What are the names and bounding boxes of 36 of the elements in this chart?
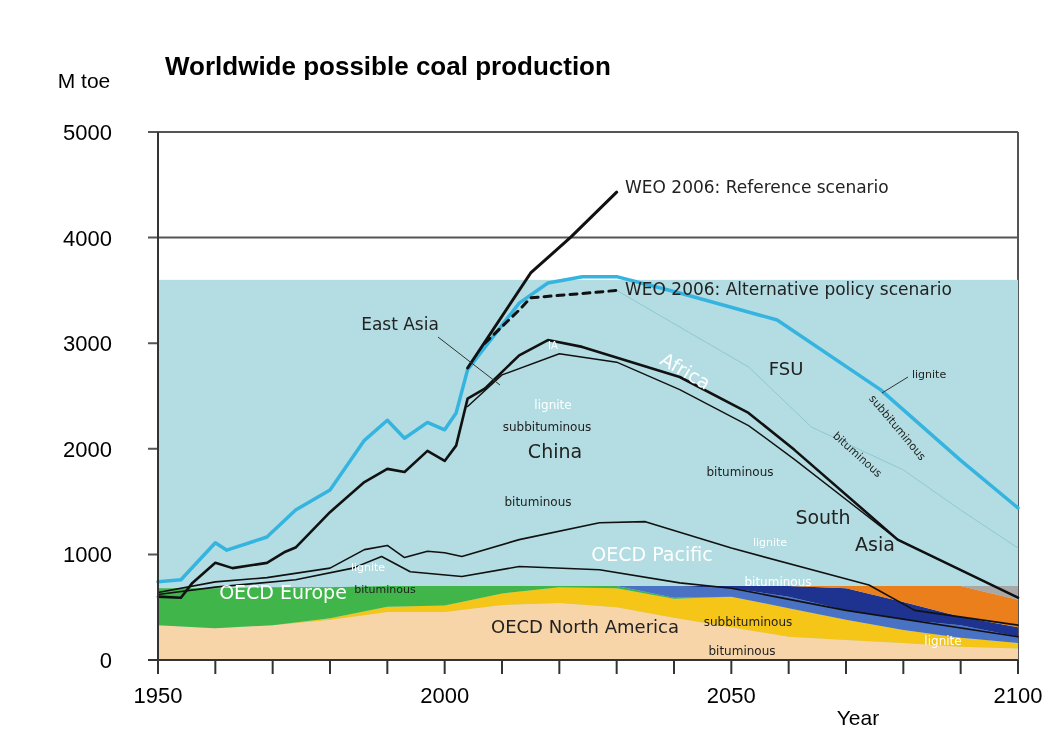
- x-axis-title: Year: [836, 706, 880, 729]
- annotation: FSU: [768, 358, 804, 379]
- x-tick-label: 1950: [133, 683, 183, 708]
- annotation: bituminous: [744, 574, 812, 589]
- annotation: lignite: [912, 368, 947, 381]
- y-tick-label: 0: [99, 648, 112, 673]
- x-tick-label: 2000: [420, 683, 470, 708]
- annotation: bituminous: [504, 494, 572, 509]
- annotation: Asia: [855, 532, 895, 555]
- annotation: lignite: [752, 536, 788, 549]
- annotation: subbituminous: [502, 419, 592, 434]
- x-tick-label: 2100: [993, 683, 1043, 708]
- y-axis-title: M toe: [57, 69, 111, 92]
- annotation: OECD North America: [490, 616, 680, 637]
- annotation: bituminous: [354, 583, 417, 596]
- chart-title: Worldwide possible coal production: [165, 51, 611, 81]
- y-tick-label: 5000: [63, 120, 112, 145]
- y-tick-label: 4000: [63, 225, 112, 251]
- annotation: lignite: [534, 397, 572, 412]
- annotation: bituminous: [706, 464, 774, 479]
- annotation: WEO 2006: Alternative policy scenario: [625, 279, 952, 299]
- annotation: IA: [548, 340, 559, 351]
- annotation: East Asia: [361, 314, 439, 334]
- annotation: OECD Pacific: [591, 542, 713, 565]
- annotation: bituminous: [708, 643, 776, 658]
- annotation: subbituminous: [703, 614, 793, 629]
- annotation: lignite: [924, 633, 962, 648]
- annotation: South: [795, 505, 851, 528]
- y-tick-label: 2000: [63, 436, 112, 462]
- y-tick-label: 1000: [63, 542, 112, 568]
- y-tick-label: 3000: [63, 331, 112, 357]
- annotation: WEO 2006: Reference scenario: [625, 177, 889, 197]
- x-tick-label: 2050: [706, 683, 756, 708]
- annotation: lignite: [350, 561, 386, 574]
- annotation: China: [527, 439, 583, 462]
- annotation: OECD Europe: [219, 580, 347, 603]
